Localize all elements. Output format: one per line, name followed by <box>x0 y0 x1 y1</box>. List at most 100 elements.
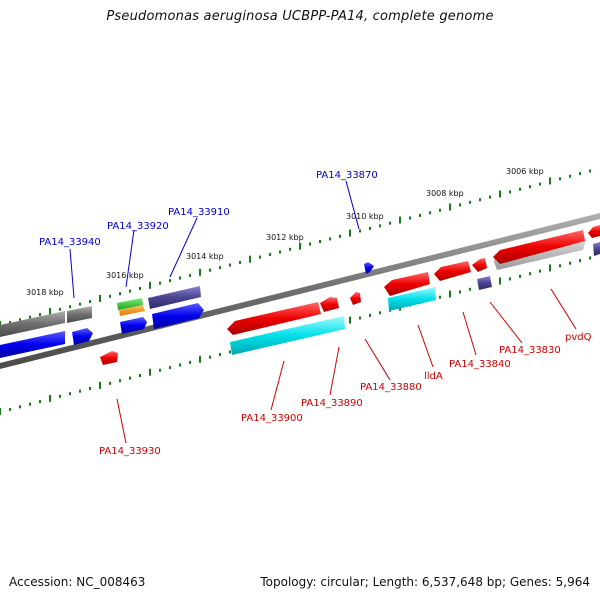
minor-tick <box>259 255 261 259</box>
minor-tick <box>189 360 191 364</box>
scale-label-3016: 3016 kbp <box>106 271 144 280</box>
major-tick <box>199 355 201 363</box>
minor-tick <box>19 318 21 322</box>
minor-tick <box>439 295 441 299</box>
minor-tick <box>79 389 81 393</box>
gene-label: PA14_33900 <box>241 413 303 424</box>
minor-tick <box>579 172 581 176</box>
major-tick <box>149 368 151 376</box>
gene-PA14_33900 <box>227 302 321 335</box>
minor-tick <box>279 250 281 254</box>
minor-tick <box>219 266 221 270</box>
minor-tick <box>269 253 271 256</box>
major-tick <box>49 394 51 402</box>
gene-PA14_33840 <box>434 261 471 281</box>
minor-tick <box>29 315 31 319</box>
upper-gray-cds[interactable] <box>0 233 586 337</box>
gene-PA14_33830 <box>472 258 487 272</box>
gene-PA14_33930 <box>100 351 118 365</box>
scale-labels: 3018 kbp 3016 kbp 3014 kbp 3012 kbp 3010… <box>26 167 544 297</box>
gene-label: PA14_33880 <box>360 382 422 393</box>
minor-tick <box>369 313 371 317</box>
minor-tick <box>129 289 131 293</box>
minor-tick <box>519 187 521 191</box>
scale-label-3008: 3008 kbp <box>426 189 464 198</box>
gene-label: PA14_33830 <box>499 345 561 356</box>
minor-tick <box>39 313 41 317</box>
genome-backbone <box>0 213 600 369</box>
minor-tick <box>229 263 231 267</box>
major-tick <box>0 321 1 328</box>
minor-tick <box>379 224 381 228</box>
major-tick <box>349 316 351 324</box>
gene-lldA <box>384 272 430 296</box>
minor-tick <box>39 400 41 404</box>
scale-label-3006: 3006 kbp <box>506 167 544 176</box>
minor-tick <box>589 169 591 173</box>
cyan-genes[interactable] <box>230 287 436 355</box>
minor-tick <box>459 203 461 207</box>
minor-tick <box>209 268 211 272</box>
gene-PA14_33940 <box>72 328 93 345</box>
minor-tick <box>319 240 321 243</box>
gene-PA14_33910 <box>152 303 204 329</box>
minor-tick <box>119 379 121 383</box>
gene-PA14_33880 <box>350 292 361 305</box>
scale-label-3014: 3014 kbp <box>186 252 224 261</box>
minor-tick <box>559 177 561 181</box>
minor-tick <box>329 237 331 241</box>
gene-label: PA14_33920 <box>107 221 169 232</box>
minor-tick <box>179 363 181 367</box>
minor-tick <box>129 376 131 380</box>
major-tick <box>399 216 401 224</box>
minor-tick <box>89 387 91 390</box>
minor-tick <box>69 305 71 309</box>
gene-cyan-2 <box>388 287 436 311</box>
minor-tick <box>569 261 571 265</box>
major-tick <box>449 290 451 298</box>
gene-label: PA14_33940 <box>39 237 101 248</box>
major-tick <box>299 242 301 250</box>
minor-tick <box>239 260 241 264</box>
gene-cyan-1 <box>230 316 345 355</box>
gene-slate-3 <box>593 242 600 256</box>
minor-tick <box>179 276 181 280</box>
minor-tick <box>79 302 81 306</box>
major-tick <box>0 408 1 415</box>
minor-tick <box>69 392 71 396</box>
gene-PA14_33920 <box>120 317 147 334</box>
minor-tick <box>379 311 381 315</box>
minor-tick <box>469 200 471 204</box>
minor-tick <box>19 405 21 409</box>
gene-label: pvdQ <box>565 332 592 343</box>
minor-tick <box>369 226 371 230</box>
major-tick <box>49 307 51 315</box>
minor-tick <box>509 190 511 194</box>
forward-genes[interactable] <box>0 242 600 358</box>
minor-tick <box>539 182 541 186</box>
topology-text: Topology: circular; Length: 6,537,648 bp… <box>260 575 590 589</box>
major-tick <box>99 294 101 302</box>
minor-tick <box>509 277 511 281</box>
gene-green <box>117 298 143 310</box>
minor-tick <box>569 174 571 178</box>
minor-tick <box>339 234 341 238</box>
minor-tick <box>229 350 231 354</box>
minor-tick <box>59 307 61 311</box>
major-tick <box>549 264 551 272</box>
gene-pvdQ <box>588 225 600 238</box>
reverse-genes[interactable] <box>100 225 600 365</box>
minor-tick <box>59 394 61 398</box>
gene-slate-2 <box>477 276 492 290</box>
minor-tick <box>169 279 171 283</box>
gene-label: PA14_33870 <box>316 170 378 181</box>
minor-tick <box>519 274 521 278</box>
minor-tick <box>109 294 111 298</box>
minor-tick <box>589 256 591 260</box>
minor-tick <box>219 353 221 357</box>
minor-tick <box>209 355 211 359</box>
major-tick <box>249 255 251 263</box>
gene-label: PA14_33840 <box>449 359 511 370</box>
minor-tick <box>489 195 491 199</box>
